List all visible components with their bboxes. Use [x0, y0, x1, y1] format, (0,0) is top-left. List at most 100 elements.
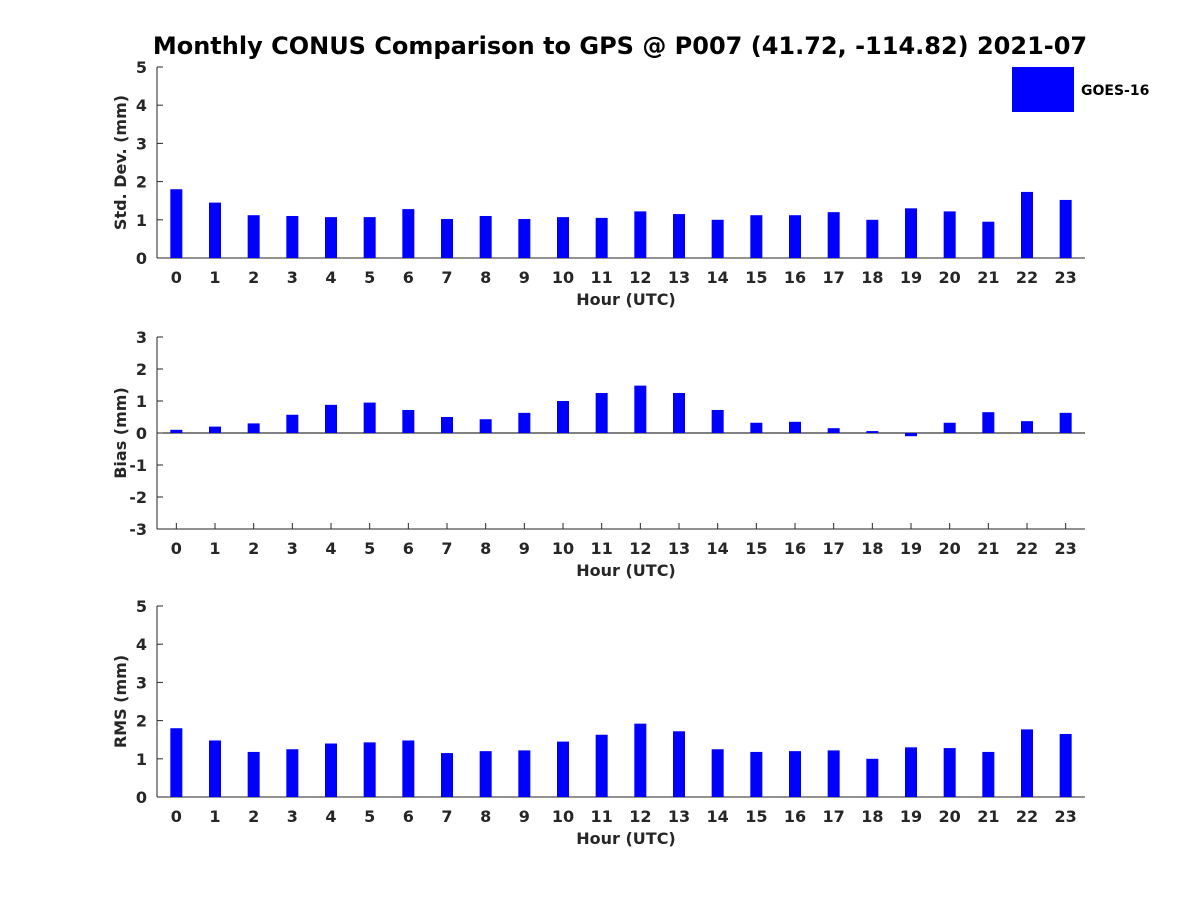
bias-bar [750, 422, 763, 433]
bias-xtick-label: 9 [519, 539, 530, 558]
std-dev-bar [673, 214, 685, 258]
bias-xtick-label: 21 [977, 539, 999, 558]
rms-xtick-label: 3 [287, 807, 298, 826]
bias-bar [518, 412, 531, 433]
std-dev-ytick-label: 1 [136, 211, 147, 230]
bias-bar [441, 417, 453, 433]
rms-bar [905, 747, 917, 797]
std-dev-ytick-label: 5 [136, 58, 147, 77]
rms-bar [1021, 729, 1033, 797]
std-dev-xtick-label: 23 [1055, 268, 1077, 287]
std-dev-ylabel: Std. Dev. (mm) [111, 95, 130, 230]
legend-swatch [1012, 67, 1074, 112]
bias-bar [905, 433, 917, 437]
std-dev-xtick-label: 19 [900, 268, 922, 287]
bias-ytick-label: -3 [129, 520, 147, 539]
bias-ytick-label: -1 [129, 456, 147, 475]
bias-bar [673, 393, 685, 433]
bias-xtick-label: 2 [248, 539, 259, 558]
std-dev-bar [711, 219, 724, 258]
std-dev-xtick-label: 17 [823, 268, 845, 287]
bias-xtick-label: 6 [403, 539, 414, 558]
rms-xtick-label: 19 [900, 807, 922, 826]
bias-xtick-label: 17 [823, 539, 845, 558]
std-dev-bar [982, 221, 995, 258]
bias-xtick-label: 1 [209, 539, 220, 558]
std-dev-xtick-label: 5 [364, 268, 375, 287]
std-dev-xtick-label: 22 [1016, 268, 1038, 287]
rms-xtick-label: 18 [861, 807, 883, 826]
bias-bar [789, 421, 801, 433]
std-dev-bar [905, 208, 917, 258]
bias-xtick-label: 18 [861, 539, 883, 558]
rms-ytick-label: 0 [136, 788, 147, 807]
bias-xtick-label: 23 [1055, 539, 1077, 558]
bias-xtick-label: 15 [745, 539, 767, 558]
std-dev-xtick-label: 0 [171, 268, 182, 287]
rms-xtick-label: 0 [171, 807, 182, 826]
std-dev-xtick-label: 12 [629, 268, 651, 287]
std-dev-bar [750, 215, 763, 258]
rms-bar [557, 741, 569, 797]
bias-ytick-label: 0 [136, 424, 147, 443]
std-dev-xtick-label: 15 [745, 268, 767, 287]
rms-xtick-label: 16 [784, 807, 806, 826]
std-dev-ytick-label: 0 [136, 249, 147, 268]
rms-xtick-label: 8 [480, 807, 491, 826]
bias-bar [866, 431, 879, 433]
bias-xtick-label: 0 [171, 539, 182, 558]
std-dev-bar [866, 219, 879, 258]
rms-xtick-label: 7 [441, 807, 452, 826]
bias-xtick-label: 19 [900, 539, 922, 558]
std-dev-xtick-label: 16 [784, 268, 806, 287]
std-dev-bar [634, 211, 647, 258]
rms-bar [982, 751, 995, 797]
bias-bar [827, 428, 840, 433]
bias-ytick-label: -2 [129, 488, 147, 507]
rms-xtick-label: 12 [629, 807, 651, 826]
bias-ytick-label: 1 [136, 392, 147, 411]
std-dev-xtick-label: 1 [209, 268, 220, 287]
std-dev-ytick-label: 4 [136, 96, 147, 115]
std-dev-bar [789, 215, 801, 258]
std-dev-bar [363, 217, 376, 258]
rms-xtick-label: 20 [939, 807, 961, 826]
bias-xtick-label: 12 [629, 539, 651, 558]
std-dev-bar [402, 209, 415, 258]
bias-bar [170, 429, 183, 433]
bias-xtick-label: 22 [1016, 539, 1038, 558]
bias-bar [402, 409, 415, 433]
bias-xtick-label: 5 [364, 539, 375, 558]
std-dev-bar [827, 212, 840, 258]
bias-bar [479, 419, 492, 433]
rms-xtick-label: 17 [823, 807, 845, 826]
rms-bar [325, 743, 337, 797]
rms-xtick-label: 14 [707, 807, 729, 826]
rms-xtick-label: 5 [364, 807, 375, 826]
std-dev-bar [479, 215, 492, 258]
legend-label: GOES-16 [1081, 83, 1149, 99]
rms-xtick-label: 9 [519, 807, 530, 826]
std-dev-xtick-label: 13 [668, 268, 690, 287]
bias-bar [286, 414, 299, 433]
bias-bar [363, 402, 376, 433]
std-dev-bar [1059, 199, 1072, 258]
rms-ytick-label: 5 [136, 597, 147, 616]
rms-ylabel: RMS (mm) [111, 655, 130, 748]
rms-ytick-label: 3 [136, 673, 147, 692]
std-dev-xtick-label: 8 [480, 268, 491, 287]
std-dev-bar [557, 217, 569, 258]
bias-bar [209, 426, 221, 433]
rms-bar [866, 758, 879, 797]
rms-bar [750, 751, 763, 797]
std-dev-bar [170, 189, 183, 258]
rms-bar [518, 750, 531, 797]
rms-ytick-label: 1 [136, 750, 147, 769]
rms-bar [363, 742, 376, 797]
std-dev-xtick-label: 7 [441, 268, 452, 287]
rms-bar [827, 750, 840, 797]
std-dev-xtick-label: 10 [552, 268, 574, 287]
